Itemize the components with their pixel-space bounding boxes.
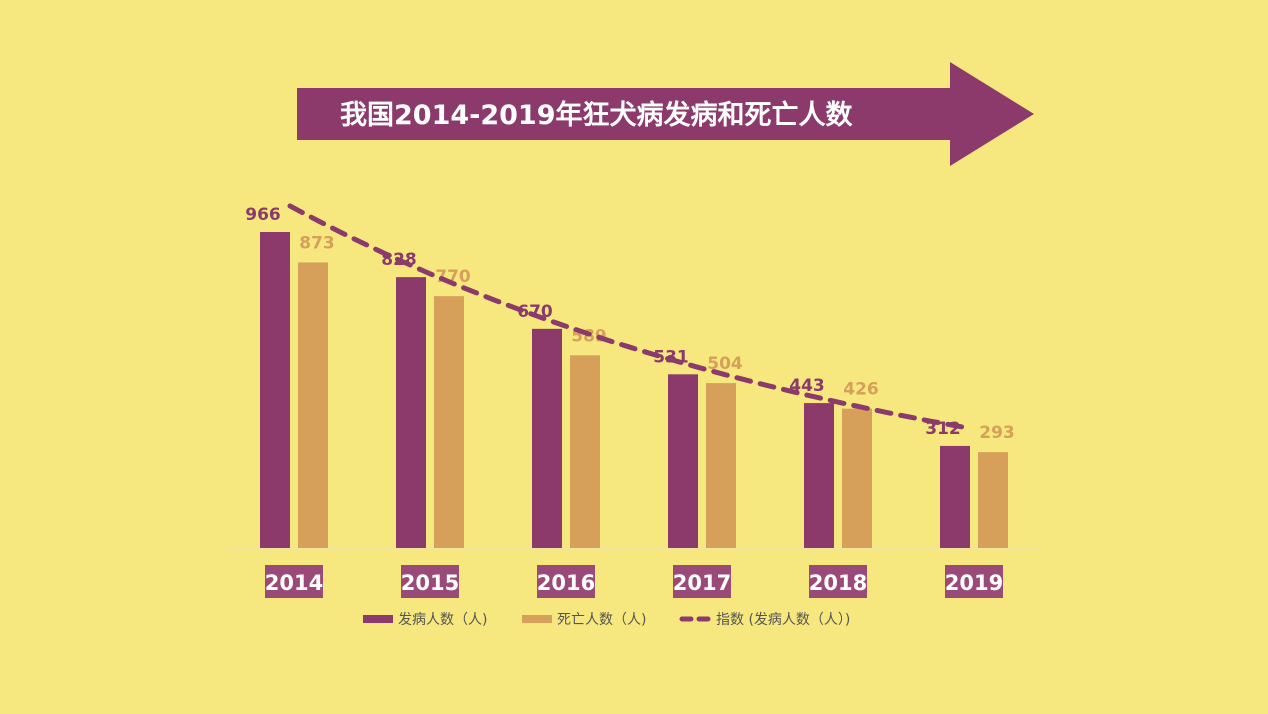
bar-deaths-2016 (570, 355, 600, 548)
legend: 发病人数（人) 死亡人数（人) 指数 (发病人数（人）) (363, 612, 850, 628)
bar-deaths-2019 (978, 452, 1008, 548)
title-arrow (297, 62, 1034, 166)
trendline (287, 203, 973, 431)
x-tick-label-2018: 2018 (809, 571, 867, 595)
bar-deaths-2017 (706, 383, 736, 548)
x-tick-label-2017: 2017 (673, 571, 731, 595)
bar-deaths-2018 (842, 408, 872, 548)
bar-incidence-2014 (260, 232, 290, 548)
year-label-box-2018 (809, 565, 867, 598)
data-label-deaths-2017: 504 (707, 354, 743, 374)
year-label-box-2019 (945, 565, 1003, 598)
bar-deaths-2014 (298, 262, 328, 548)
bar-incidence-2017 (668, 374, 698, 548)
year-label-box-2015 (401, 565, 459, 598)
year-label-box-2014 (265, 565, 323, 598)
year-label-box-2016 (537, 565, 595, 598)
data-label-deaths-2019: 293 (979, 423, 1015, 443)
year-label-box-2017 (673, 565, 731, 598)
x-tick-label-2014: 2014 (265, 571, 323, 595)
bar-deaths-2015 (434, 296, 464, 548)
x-tick-label-2015: 2015 (401, 571, 459, 595)
legend-swatch-deaths (522, 615, 552, 623)
x-tick-label-2019: 2019 (945, 571, 1003, 595)
title-banner: 我国2014-2019年狂犬病发病和死亡人数 (297, 62, 1034, 166)
bar-incidence-2018 (804, 403, 834, 548)
bar-incidence-2015 (396, 277, 426, 548)
data-label-incidence-2014: 966 (245, 205, 281, 225)
bar-incidence-2019 (940, 445, 970, 548)
legend-label-incidence: 发病人数（人) (398, 612, 487, 628)
legend-swatch-incidence (363, 615, 393, 623)
data-label-deaths-2014: 873 (299, 233, 335, 253)
data-label-deaths-2018: 426 (843, 380, 879, 400)
legend-label-deaths: 死亡人数（人) (557, 612, 646, 628)
x-tick-label-2016: 2016 (537, 571, 595, 595)
chart-title: 我国2014-2019年狂犬病发病和死亡人数 (340, 99, 853, 131)
bar-incidence-2016 (532, 328, 562, 548)
legend-label-trend: 指数 (发病人数（人）) (716, 612, 850, 628)
